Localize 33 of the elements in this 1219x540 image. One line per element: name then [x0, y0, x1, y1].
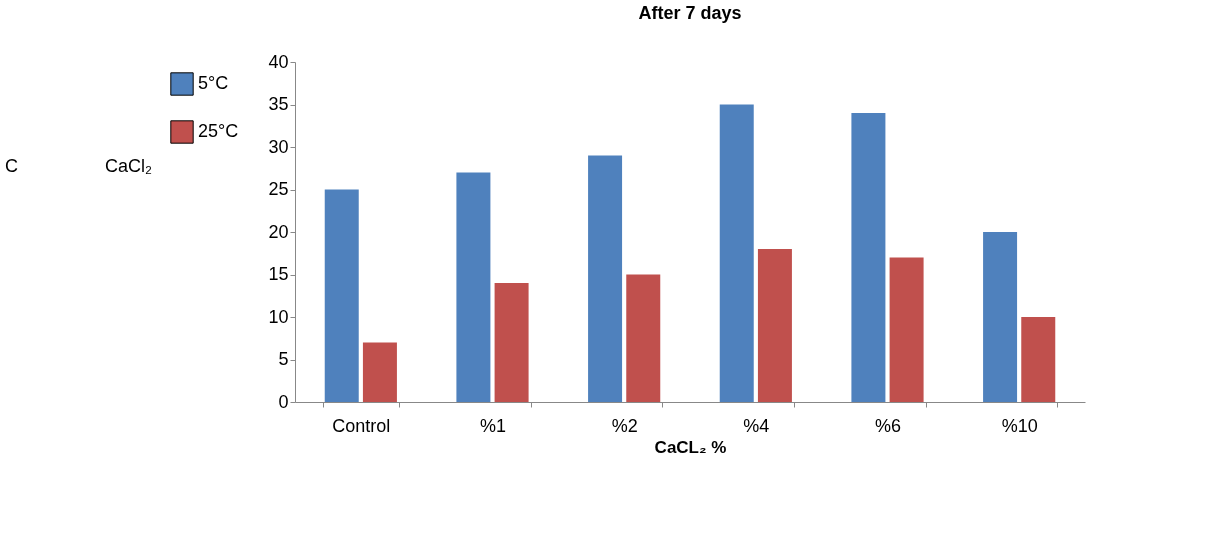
bar	[851, 113, 886, 402]
x-tick-label: %1	[479, 415, 507, 436]
bar	[588, 155, 623, 402]
x-axis-title: CaCL₂ %	[654, 437, 727, 457]
x-tick-label: %10	[1001, 415, 1038, 436]
bar	[1021, 317, 1056, 402]
x-tick-label: %6	[874, 415, 902, 436]
bar	[324, 189, 359, 402]
bar	[983, 232, 1018, 402]
x-tick-label: %4	[743, 415, 770, 436]
bar	[757, 249, 792, 402]
y-tick-label: 25	[268, 179, 289, 199]
legend-label: 5°C	[198, 73, 229, 93]
bar	[626, 274, 661, 402]
y-tick-label: 10	[268, 306, 289, 327]
x-tick-label: Control	[332, 415, 391, 436]
y-tick-label: 30	[268, 136, 289, 157]
x-tick-label: %2	[611, 415, 638, 436]
y-tick-label: 0	[278, 391, 289, 412]
y-tick-label: 40	[268, 51, 289, 72]
bar	[719, 104, 754, 402]
bar	[494, 283, 529, 402]
text: C	[5, 156, 18, 176]
y-tick-label: 15	[268, 264, 289, 284]
legend-label: 25°C	[198, 121, 239, 141]
bar	[889, 257, 924, 402]
chart-title: After 7 days	[638, 3, 742, 23]
y-tick-label: 20	[268, 221, 289, 242]
y-tick-label: 5	[278, 349, 289, 369]
y-tick-label: 35	[268, 94, 289, 114]
text: CaCl₂	[105, 156, 153, 176]
bar	[456, 172, 491, 402]
bar	[362, 342, 397, 402]
